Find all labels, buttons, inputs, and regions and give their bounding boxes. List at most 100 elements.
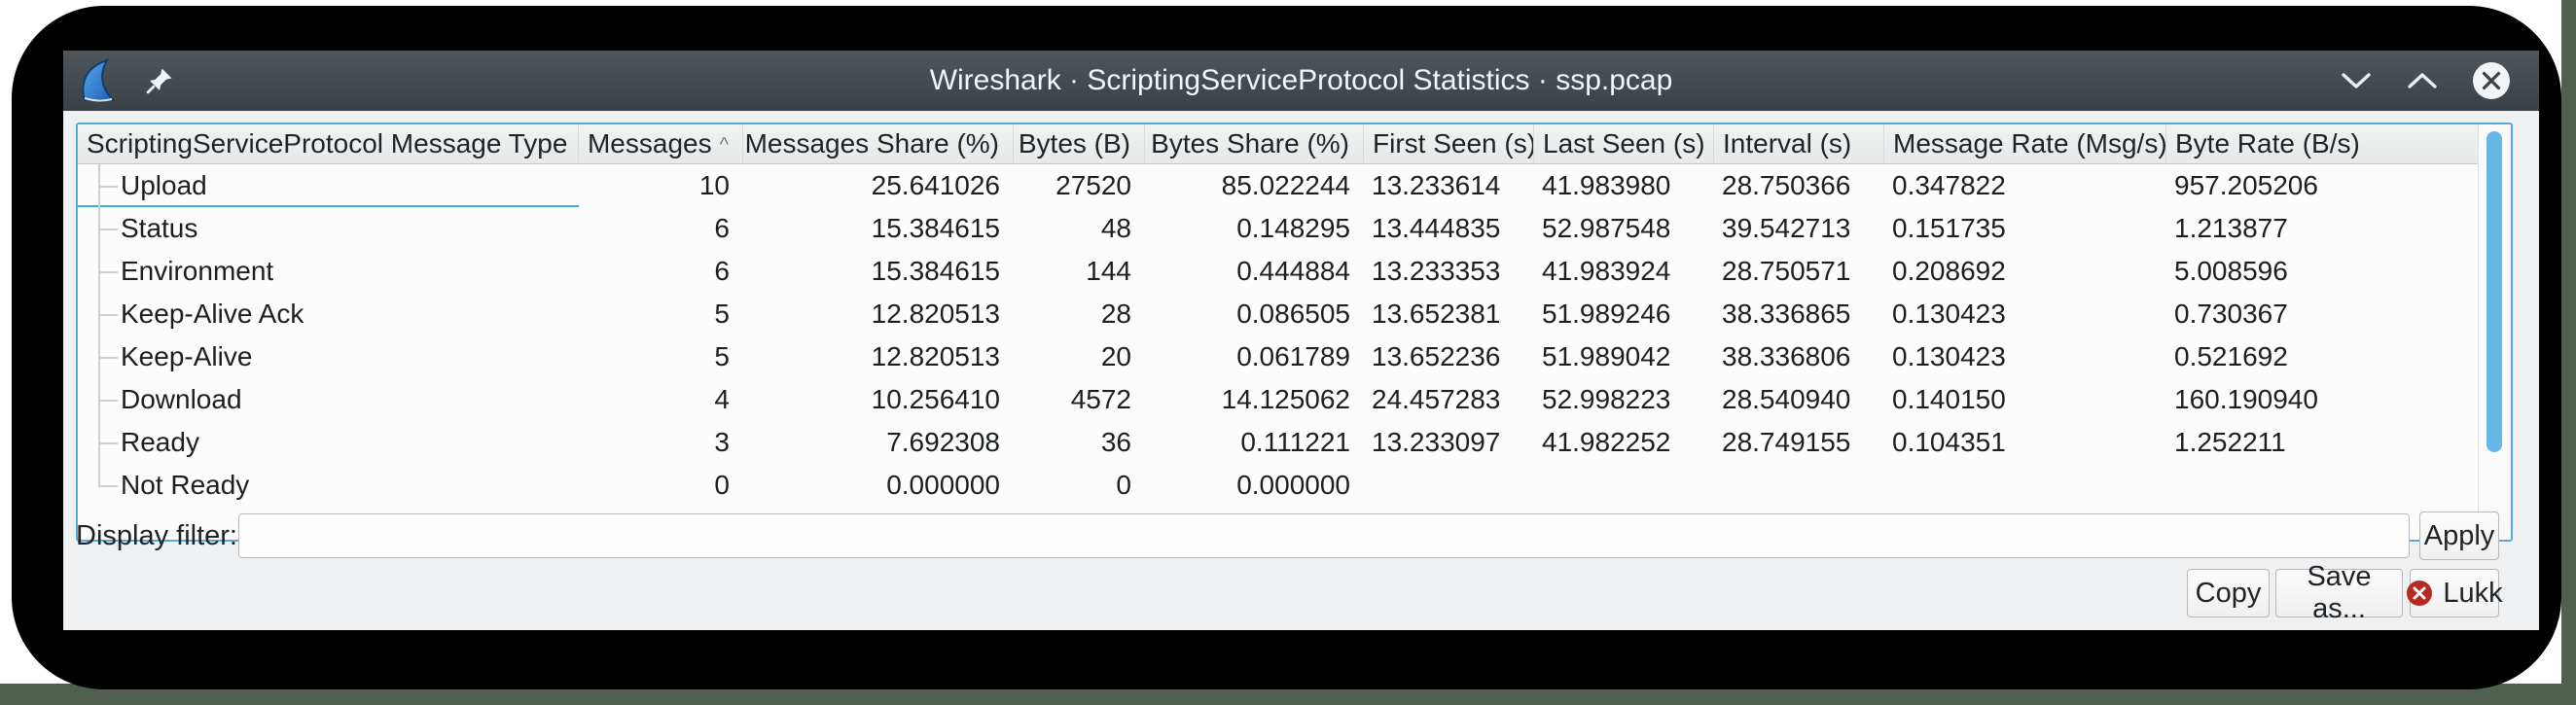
table-body: Upload 10 25.641026 27520 85.022244 13.233614… (78, 164, 2478, 540)
column-header[interactable]: Bytes Share (%) (1145, 124, 1364, 163)
column-header-label: Bytes Share (%) (1151, 128, 1349, 159)
value-cell: 7.692308 (886, 427, 1000, 457)
value-cell: 0.521692 (2174, 341, 2288, 371)
table-row[interactable]: Not Ready 0 0.000000 0 0.000000 (78, 464, 2478, 507)
value-cell: 28.749155 (1722, 427, 1851, 457)
message-type-cell: Download (78, 378, 579, 421)
value-cell: 10.256410 (871, 384, 1000, 414)
wireshark-logo-icon (77, 57, 116, 104)
value-cell: 12.820513 (871, 299, 1000, 329)
column-header[interactable]: Last Seen (s) (1534, 124, 1714, 163)
table-row[interactable]: Ready 3 7.692308 36 0.111221 13.233097 41.9822… (78, 421, 2478, 464)
column-header[interactable]: Byte Rate (B/s) (2166, 124, 2478, 163)
column-header[interactable]: Bytes (B) (1014, 124, 1145, 163)
value-cell: 13.444835 (1372, 213, 1501, 243)
value-cell: 0.130423 (1892, 299, 2006, 329)
value-cell: 41.983980 (1542, 170, 1671, 200)
value-cell: 0.730367 (2174, 299, 2288, 329)
column-header[interactable]: First Seen (s) (1364, 124, 1534, 163)
close-dialog-button[interactable]: Lukk (2407, 569, 2503, 617)
table-row[interactable]: Download 4 10.256410 4572 14.125062 24.457283… (78, 378, 2478, 421)
minimize-button[interactable] (2339, 69, 2374, 92)
column-header-label: Message Rate (Msg/s) (1893, 128, 2166, 159)
close-window-button[interactable] (2471, 60, 2512, 101)
apply-button[interactable]: Apply (2419, 511, 2499, 560)
save-as-button[interactable]: Save as... (2275, 561, 2403, 624)
value-cell: 1.213877 (2174, 213, 2288, 243)
table-row[interactable]: Upload 10 25.641026 27520 85.022244 13.233614… (78, 164, 2478, 207)
value-cell: 0.104351 (1892, 427, 2006, 457)
column-header-label: Messages Share (%) (744, 128, 999, 159)
value-cell: 52.987548 (1542, 213, 1671, 243)
chevron-down-icon (2339, 69, 2374, 92)
column-header-label: Bytes (B) (1018, 128, 1130, 159)
value-cell: 28 (1100, 299, 1131, 329)
value-cell (1534, 464, 1714, 507)
column-header[interactable]: ScriptingServiceProtocol Message Type (78, 124, 579, 163)
copy-button[interactable]: Copy (2187, 569, 2270, 617)
value-cell (1714, 464, 1884, 507)
value-cell: 0.000000 (886, 470, 1000, 500)
value-cell: 38.336865 (1722, 299, 1851, 329)
value-cell: 13.233097 (1372, 427, 1501, 457)
value-cell: 0.444884 (1236, 256, 1350, 286)
titlebar[interactable]: Wireshark · ScriptingServiceProtocol Sta… (63, 51, 2539, 111)
column-header[interactable]: Interval (s) (1714, 124, 1884, 163)
value-cell: 24.457283 (1372, 384, 1501, 414)
value-cell: 85.022244 (1221, 170, 1350, 200)
close-dialog-button-label: Lukk (2443, 577, 2503, 609)
pin-icon[interactable] (145, 66, 174, 95)
save-as-button-label: Save as... (2307, 561, 2372, 624)
value-cell: 6 (714, 256, 730, 286)
value-cell: 4 (714, 384, 730, 414)
value-cell: 38.336806 (1722, 341, 1851, 371)
value-cell: 160.190940 (2174, 384, 2318, 414)
value-cell: 13.652381 (1372, 299, 1501, 329)
message-type-cell: Keep-Alive (78, 335, 579, 378)
copy-button-label: Copy (2195, 577, 2262, 609)
value-cell: 0 (714, 470, 730, 500)
value-cell: 13.233614 (1372, 170, 1501, 200)
value-cell: 0.000000 (1236, 470, 1350, 500)
value-cell: 25.641026 (871, 170, 1000, 200)
value-cell: 51.989042 (1542, 341, 1671, 371)
sort-indicator-icon: ^ (719, 134, 729, 156)
value-cell: 13.233353 (1372, 256, 1501, 286)
column-header-label: Interval (s) (1723, 128, 1852, 159)
maximize-button[interactable] (2405, 69, 2440, 92)
value-cell: 0.148295 (1236, 213, 1350, 243)
column-header[interactable]: Messages ^ (579, 124, 743, 163)
message-type-cell: Not Ready (78, 464, 579, 507)
statistics-table: ScriptingServiceProtocol Message Type Mes… (76, 123, 2513, 542)
column-header-label: Messages (587, 128, 712, 159)
table-row[interactable]: Environment 6 15.384615 144 0.444884 13.23335… (78, 250, 2478, 293)
table-row[interactable]: Status 6 15.384615 48 0.148295 13.444835 52.98… (78, 207, 2478, 250)
value-cell: 1.252211 (2174, 427, 2286, 457)
vertical-scrollbar[interactable] (2478, 124, 2511, 540)
table-row[interactable]: Keep-Alive 5 12.820513 20 0.061789 13.652236 5… (78, 335, 2478, 378)
column-header[interactable]: Message Rate (Msg/s) (1884, 124, 2166, 163)
value-cell: 0.140150 (1892, 384, 2006, 414)
window-title: Wireshark · ScriptingServiceProtocol Sta… (929, 64, 1673, 96)
message-type-cell: Upload (78, 164, 579, 207)
apply-button-label: Apply (2423, 519, 2495, 551)
value-cell: 10 (698, 170, 730, 200)
value-cell (1364, 464, 1534, 507)
display-filter-input[interactable] (238, 513, 2410, 558)
value-cell: 957.205206 (2174, 170, 2318, 200)
value-cell: 0.151735 (1892, 213, 2006, 243)
scrollbar-handle[interactable] (2487, 131, 2502, 452)
value-cell: 0.130423 (1892, 341, 2006, 371)
column-header[interactable]: Messages Share (%) (743, 124, 1014, 163)
value-cell: 27520 (1055, 170, 1131, 200)
column-header-label: First Seen (s) (1373, 128, 1534, 159)
table-row[interactable]: Keep-Alive Ack 5 12.820513 28 0.086505 13.652… (78, 293, 2478, 335)
value-cell: 5 (714, 341, 730, 371)
value-cell: 5.008596 (2174, 256, 2288, 286)
value-cell: 13.652236 (1372, 341, 1501, 371)
value-cell: 15.384615 (871, 213, 1000, 243)
column-header-label: Byte Rate (B/s) (2175, 128, 2360, 159)
value-cell: 28.540940 (1722, 384, 1851, 414)
value-cell: 144 (1086, 256, 1131, 286)
value-cell: 28.750571 (1722, 256, 1851, 286)
